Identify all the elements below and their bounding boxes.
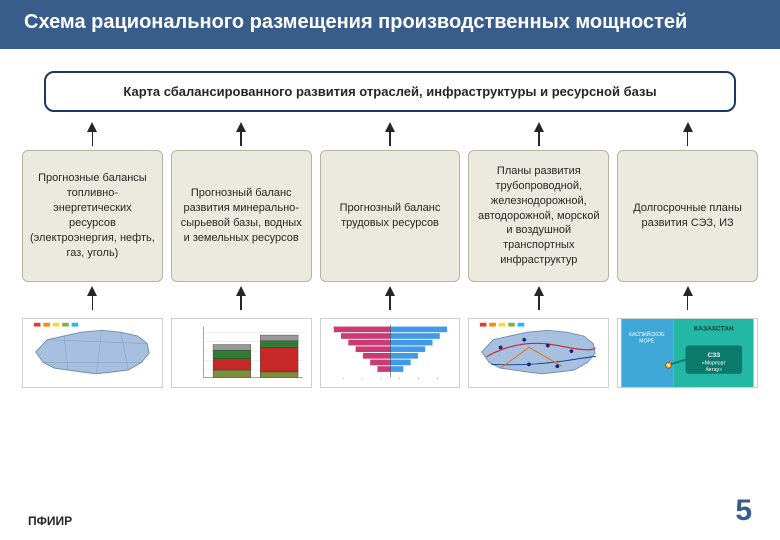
- svg-text:«Морпорт: «Морпорт: [702, 360, 726, 366]
- arrow-stem: [389, 132, 391, 146]
- arrow-stem: [538, 296, 540, 310]
- column-2: Прогнозный баланс трудовых ресурсов: [320, 122, 461, 388]
- svg-text:МОРЕ: МОРЕ: [639, 339, 655, 345]
- column-1: Прогнозный баланс развития минерально-сы…: [171, 122, 312, 388]
- svg-text:КАЗАХСТАН: КАЗАХСТАН: [694, 325, 734, 332]
- arrow-stem: [240, 296, 242, 310]
- arrow-up-icon: [87, 286, 97, 296]
- thumbnail-map-legend: [22, 318, 163, 388]
- footer: ПФИИР 5: [0, 494, 780, 528]
- arrow-stem: [687, 132, 689, 146]
- column-0: Прогнозные балансы топливно-энергетическ…: [22, 122, 163, 388]
- middle-box: Прогнозные балансы топливно-энергетическ…: [22, 150, 163, 282]
- arrow-up-icon: [87, 122, 97, 132]
- arrow-stem: [389, 296, 391, 310]
- middle-box: Долгосрочные планы развития СЭЗ, ИЗ: [617, 150, 758, 282]
- top-summary-box: Карта сбалансированного развития отрасле…: [44, 71, 736, 112]
- thumbnail-stacked-bars: [171, 318, 312, 388]
- middle-box-label: Долгосрочные планы развития СЭЗ, ИЗ: [624, 201, 751, 231]
- arrow-up-icon: [236, 122, 246, 132]
- arrow-stem: [538, 132, 540, 146]
- arrow-up-icon: [236, 286, 246, 296]
- arrow-up-icon: [385, 122, 395, 132]
- arrow-up-icon: [683, 286, 693, 296]
- footer-left-label: ПФИИР: [28, 514, 72, 528]
- arrow-stem: [92, 132, 94, 146]
- thumbnail-pyramid: [320, 318, 461, 388]
- middle-box: Прогнозный баланс развития минерально-сы…: [171, 150, 312, 282]
- column-4: Долгосрочные планы развития СЭЗ, ИЗ КАЗАХ…: [617, 122, 758, 388]
- arrow-up-icon: [534, 286, 544, 296]
- arrow-up-icon: [385, 286, 395, 296]
- column-3: Планы развития трубопроводной, железнодо…: [468, 122, 609, 388]
- svg-text:КАСПИЙСКОЕ: КАСПИЙСКОЕ: [629, 330, 665, 338]
- thumbnail-map-routes: [468, 318, 609, 388]
- page-number: 5: [735, 494, 752, 528]
- middle-box: Прогнозный баланс трудовых ресурсов: [320, 150, 461, 282]
- middle-box-label: Планы развития трубопроводной, железнодо…: [475, 164, 602, 268]
- middle-box-label: Прогнозные балансы топливно-энергетическ…: [29, 171, 156, 260]
- middle-box-label: Прогнозный баланс развития минерально-сы…: [178, 186, 305, 245]
- columns-row: Прогнозные балансы топливно-энергетическ…: [22, 122, 758, 388]
- svg-text:Актау»: Актау»: [706, 367, 723, 373]
- middle-box: Планы развития трубопроводной, железнодо…: [468, 150, 609, 282]
- arrow-up-icon: [534, 122, 544, 132]
- arrow-stem: [687, 296, 689, 310]
- arrow-up-icon: [683, 122, 693, 132]
- thumbnail-sez-map: КАЗАХСТАН КАСПИЙСКОЕМОРЕ СЭЗ«МорпортАктау»: [617, 318, 758, 388]
- arrow-stem: [240, 132, 242, 146]
- middle-box-label: Прогнозный баланс трудовых ресурсов: [327, 201, 454, 231]
- top-summary-text: Карта сбалансированного развития отрасле…: [123, 84, 656, 99]
- arrow-stem: [92, 296, 94, 310]
- content-area: Карта сбалансированного развития отрасле…: [0, 49, 780, 388]
- title-bar: Схема рационального размещения производс…: [0, 0, 780, 49]
- page-title: Схема рационального размещения производс…: [24, 11, 687, 33]
- svg-text:СЭЗ: СЭЗ: [708, 352, 721, 359]
